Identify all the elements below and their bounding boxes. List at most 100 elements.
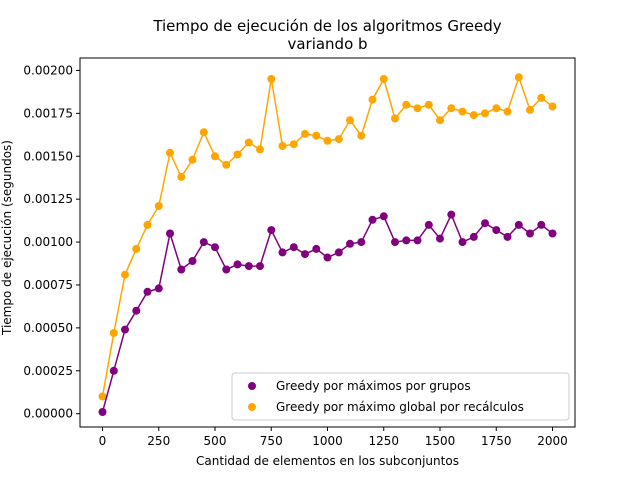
data-point bbox=[436, 116, 444, 125]
y-tick-label: 0.00125 bbox=[23, 192, 73, 206]
data-point bbox=[256, 145, 264, 154]
y-tick-label: 0.00175 bbox=[23, 106, 73, 120]
y-axis-label: Tiempo de ejecución (segundos) bbox=[0, 140, 14, 335]
data-point bbox=[334, 135, 343, 144]
legend: Greedy por máximos por grupos Greedy por … bbox=[231, 372, 570, 421]
data-point bbox=[211, 152, 219, 161]
data-point bbox=[244, 262, 253, 271]
data-point bbox=[98, 392, 107, 401]
data-point bbox=[323, 136, 332, 145]
data-point bbox=[154, 202, 163, 210]
data-point bbox=[233, 260, 242, 269]
data-point bbox=[424, 220, 433, 229]
data-point bbox=[323, 253, 332, 262]
y-tick-label: 0.00100 bbox=[23, 235, 73, 249]
data-point bbox=[548, 102, 557, 111]
data-point bbox=[379, 75, 388, 83]
legend-label: Greedy por máximo global por recálculos bbox=[276, 400, 524, 414]
data-point bbox=[368, 215, 377, 224]
data-point bbox=[357, 238, 366, 247]
series-purple-group bbox=[98, 210, 557, 416]
y-tick-label: 0.00025 bbox=[23, 364, 73, 378]
data-point bbox=[526, 105, 534, 114]
legend-marker bbox=[248, 382, 256, 390]
data-point bbox=[177, 172, 186, 181]
data-point bbox=[301, 129, 309, 138]
data-point bbox=[503, 232, 512, 241]
data-point bbox=[481, 109, 489, 118]
x-tick-label: 1500 bbox=[425, 434, 456, 448]
data-point bbox=[278, 142, 287, 150]
x-tick-label: 2000 bbox=[537, 434, 568, 448]
data-point bbox=[222, 160, 231, 169]
data-point bbox=[244, 138, 253, 147]
data-point bbox=[503, 107, 512, 116]
data-point bbox=[222, 265, 231, 274]
data-point bbox=[199, 238, 208, 247]
data-point bbox=[447, 104, 456, 113]
y-tick-label: 0.00000 bbox=[23, 407, 73, 421]
data-point bbox=[154, 284, 163, 293]
data-point bbox=[188, 257, 197, 265]
x-axis-ticks: 0 250 500 750 1000 1250 1500 1750 2000 bbox=[99, 427, 568, 448]
y-tick-label: 0.00200 bbox=[23, 63, 73, 77]
data-point bbox=[346, 116, 354, 125]
x-tick-label: 1750 bbox=[481, 434, 512, 448]
chart-subtitle: variando b bbox=[287, 35, 368, 53]
x-axis-label: Cantidad de elementos en los subconjunto… bbox=[196, 454, 459, 468]
data-point bbox=[402, 236, 411, 245]
data-point bbox=[402, 100, 411, 109]
x-tick-label: 750 bbox=[260, 434, 283, 448]
data-point bbox=[166, 229, 174, 238]
data-point bbox=[514, 220, 523, 229]
series-orange-group bbox=[98, 73, 557, 401]
data-point bbox=[379, 212, 388, 221]
data-point bbox=[121, 325, 129, 334]
y-tick-label: 0.00050 bbox=[23, 321, 73, 335]
x-tick-label: 500 bbox=[204, 434, 227, 448]
data-point bbox=[289, 243, 298, 252]
data-point bbox=[469, 232, 478, 241]
x-tick-label: 1250 bbox=[368, 434, 399, 448]
data-point bbox=[312, 131, 321, 140]
y-axis-ticks: 0.00000 0.00025 0.00050 0.00075 0.00100 0.001… bbox=[23, 63, 80, 421]
data-point bbox=[166, 148, 174, 157]
data-point bbox=[267, 226, 276, 235]
data-point bbox=[391, 238, 399, 247]
data-point bbox=[469, 111, 478, 120]
data-point bbox=[481, 219, 489, 228]
data-point bbox=[514, 73, 523, 82]
data-point bbox=[132, 306, 141, 315]
x-tick-label: 0 bbox=[99, 434, 107, 448]
data-point bbox=[537, 93, 546, 102]
chart-title: Tiempo de ejecución de los algoritmos Gr… bbox=[153, 17, 502, 35]
x-tick-label: 250 bbox=[147, 434, 170, 448]
x-tick-label: 1000 bbox=[312, 434, 343, 448]
data-point bbox=[132, 244, 141, 253]
data-point bbox=[98, 408, 107, 416]
data-point bbox=[413, 104, 422, 113]
data-point bbox=[109, 329, 118, 337]
data-point bbox=[312, 244, 321, 253]
data-point bbox=[267, 75, 276, 83]
data-point bbox=[278, 248, 287, 257]
data-point bbox=[256, 262, 264, 271]
data-point bbox=[357, 131, 366, 140]
y-tick-label: 0.00150 bbox=[23, 149, 73, 163]
data-point bbox=[121, 270, 129, 279]
legend-marker bbox=[248, 403, 256, 411]
data-point bbox=[143, 220, 152, 229]
data-point bbox=[391, 114, 399, 123]
data-point bbox=[413, 236, 422, 245]
data-point bbox=[424, 100, 433, 109]
data-point bbox=[233, 150, 242, 159]
data-point bbox=[188, 155, 197, 164]
data-point bbox=[289, 140, 298, 149]
data-point bbox=[211, 243, 219, 252]
data-point bbox=[346, 239, 354, 248]
data-point bbox=[458, 238, 467, 247]
data-point bbox=[537, 220, 546, 229]
data-point bbox=[177, 265, 186, 274]
